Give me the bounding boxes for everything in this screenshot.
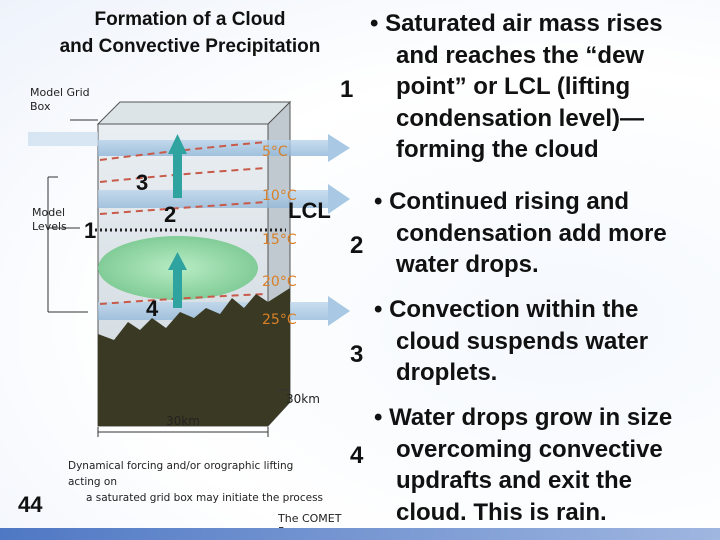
marker-1: 1 (340, 76, 354, 103)
overlay-number-2: 2 (164, 202, 177, 227)
slide-number: 44 (18, 492, 43, 517)
title-line-2: and Convective Precipitation (59, 36, 321, 57)
marker-4: 4 (350, 442, 364, 469)
terrain (98, 288, 290, 426)
bullet-2: • Continued rising and condensation add … (374, 188, 667, 278)
updraft-arrows (168, 134, 187, 308)
cloud-formation-diagram: Model Grid Box Model Levels 5°C 10°C 15°… (28, 72, 368, 538)
overlay-number-4: 4 (146, 296, 159, 321)
diagram-caption: Dynamical forcing and/or orographic lift… (68, 460, 324, 504)
diagram-graphic (28, 100, 350, 437)
bullet-3: • Convection within the cloud suspends w… (374, 296, 649, 386)
temp-25c: 25°C (262, 312, 297, 328)
overlay-number-3: 3 (136, 170, 149, 195)
temp-20c: 20°C (262, 274, 297, 290)
temperature-isolines (99, 141, 267, 305)
temp-5c: 5°C (262, 144, 288, 160)
dimension-lines (97, 389, 290, 437)
bullet-4: • Water drops grow in size overcoming co… (374, 404, 673, 526)
left-leader-lines (47, 119, 98, 313)
marker-2: 2 (350, 232, 364, 259)
marker-3: 3 (350, 341, 364, 368)
temp-15c: 15°C (262, 232, 297, 248)
title-line-1: Formation of a Cloud (94, 9, 286, 30)
width-dimension-label: 30km (166, 414, 200, 428)
height-dimension-label: 30km (286, 392, 320, 406)
bottom-accent-bar (0, 528, 720, 540)
overlay-number-1: 1 (84, 218, 97, 243)
bullet-1: • Saturated air mass rises and reaches t… (370, 10, 663, 163)
model-levels-label: Model Levels (32, 206, 67, 233)
model-grid-box-label: Model Grid Box (30, 86, 90, 113)
lcl-label: LCL (288, 198, 331, 223)
temp-10c: 10°C (262, 188, 297, 204)
